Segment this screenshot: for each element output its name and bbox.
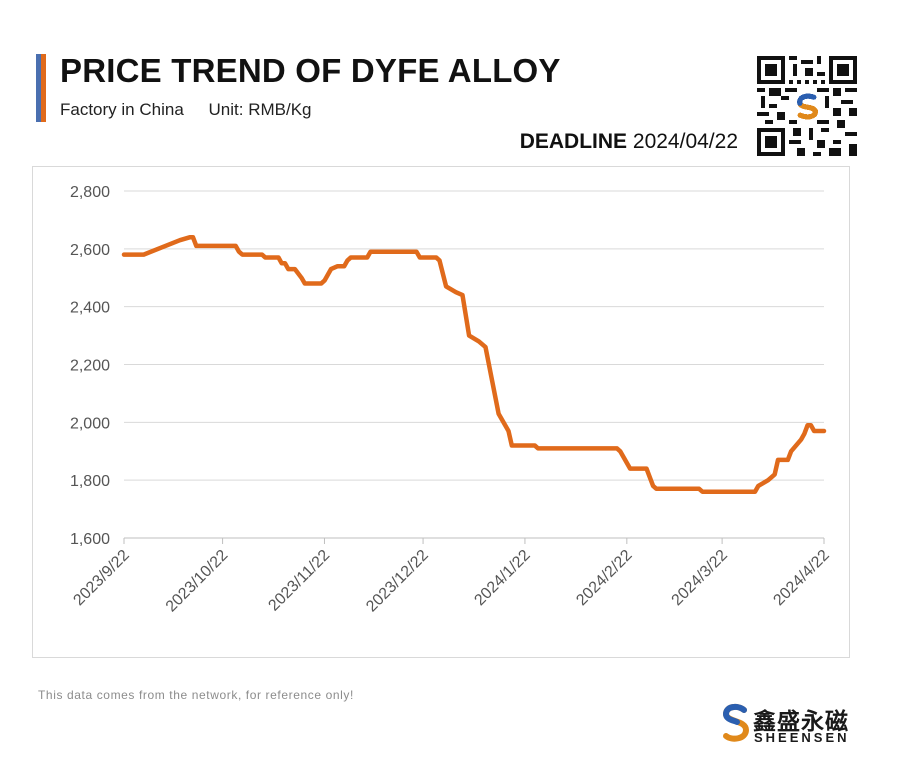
qr-code-icon[interactable] xyxy=(757,56,857,156)
chart-frame xyxy=(32,166,850,658)
x-tick-label: 2023/12/22 xyxy=(363,547,432,616)
y-tick-label: 2,600 xyxy=(70,242,110,259)
y-tick-label: 1,600 xyxy=(70,531,110,548)
logo-chinese-name: 鑫盛永磁 xyxy=(753,709,849,735)
deadline: DEADLINE 2024/04/22 xyxy=(520,130,738,154)
y-tick-label: 2,000 xyxy=(70,415,110,432)
price-series-line xyxy=(121,235,827,494)
x-tick-label: 2024/4/22 xyxy=(770,547,832,609)
x-tick-label: 2023/10/22 xyxy=(163,547,232,616)
sheensen-logo[interactable]: 鑫盛永磁 SHEENSEN xyxy=(720,702,860,750)
unit-label: Unit: RMB/Kg xyxy=(208,100,312,119)
data-disclaimer: This data comes from the network, for re… xyxy=(38,688,354,702)
sheensen-logo-icon xyxy=(722,703,750,742)
y-tick-label: 2,800 xyxy=(70,184,110,201)
y-tick-label: 2,400 xyxy=(70,300,110,317)
logo-english-name: SHEENSEN xyxy=(754,730,850,745)
chart-subtitle: Factory in China Unit: RMB/Kg xyxy=(60,100,312,120)
x-tick-label: 2024/2/22 xyxy=(573,547,635,609)
y-tick-label: 1,800 xyxy=(70,473,110,490)
accent-bar-blue xyxy=(36,54,41,122)
x-tick-label: 2024/3/22 xyxy=(669,547,731,609)
x-tick-label: 2024/1/22 xyxy=(471,547,533,609)
accent-bar-orange xyxy=(41,54,46,122)
deadline-date: 2024/04/22 xyxy=(632,130,738,153)
deadline-label: DEADLINE xyxy=(519,130,628,153)
x-tick-label: 2023/9/22 xyxy=(70,547,132,609)
x-tick-label: 2023/11/22 xyxy=(265,547,333,615)
title-accent-bar xyxy=(36,54,46,122)
y-tick-label: 2,200 xyxy=(70,358,110,375)
chart-title: PRICE TREND OF DYFE ALLOY xyxy=(60,52,561,89)
source-label: Factory in China xyxy=(60,100,184,119)
